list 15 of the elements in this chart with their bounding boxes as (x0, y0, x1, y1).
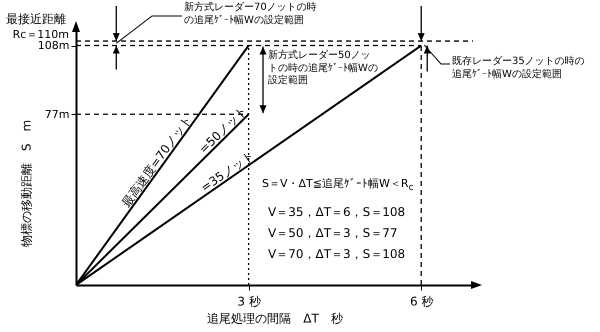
x-tick-label: 6 秒 (410, 294, 434, 308)
text: 最接近距離 (6, 12, 66, 27)
x-axis-title: 追尾処理の間隔 ΔT 秒 (207, 312, 343, 326)
annotation: S＝V・ΔT≦追尾ｹﾞｰﾄ幅W＜R$_{c}$ (262, 177, 414, 194)
x-tick-label: 3 秒 (237, 294, 261, 308)
y-tick-label: 77m (44, 108, 70, 121)
annotation: 既存レーダー35ノットの時の追尾ｹﾞｰﾄ幅Wの設定範囲 (452, 56, 586, 81)
annotation: V＝70，ΔT＝3，S＝108 (268, 247, 406, 262)
y-tick-label: 108m (38, 39, 70, 52)
annotation: V＝35，ΔT＝6，S＝108 (268, 205, 406, 220)
y-axis-title: 物標の移動距離 S m (20, 120, 34, 248)
annotation: 新方式レーダー50ノットの時の追尾ｹﾞｰﾄ幅Wの設定範囲 (268, 50, 379, 88)
ref-line-label: Rc＝110m (12, 28, 69, 42)
annotation: V＝50，ΔT＝3，S＝77 (268, 226, 398, 241)
annotation: 新方式レーダー70ノットの時の追尾ｹﾞｰﾄ幅Wの設定範囲 (184, 2, 318, 27)
